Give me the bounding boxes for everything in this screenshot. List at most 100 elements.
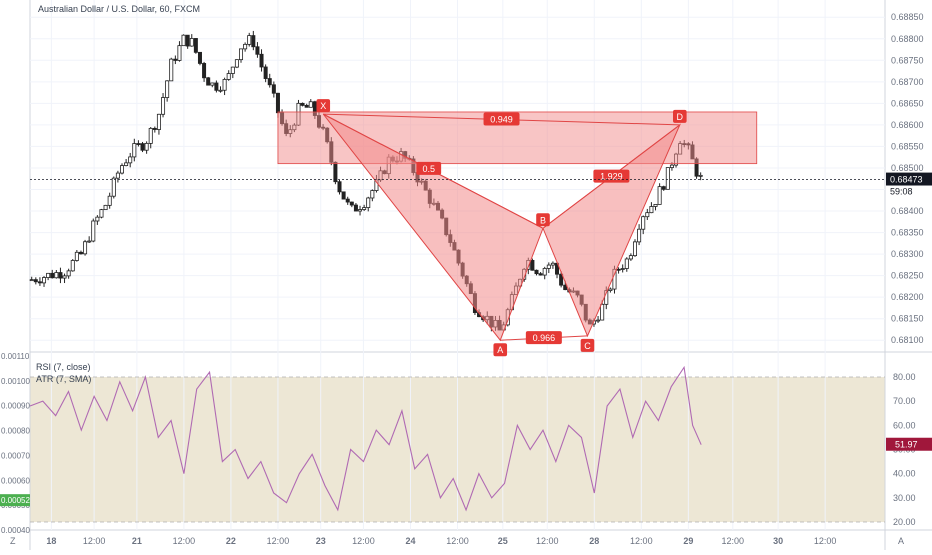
price-tick-label: 0.68200: [891, 292, 924, 302]
rsi-legend[interactable]: RSI (7, close): [36, 362, 91, 372]
candle-body: [300, 102, 305, 106]
time-tick-label: 30: [773, 536, 783, 546]
candle-body: [546, 264, 551, 269]
candle-body: [111, 177, 116, 197]
candle-body: [87, 240, 92, 243]
candle-body: [173, 58, 178, 61]
pattern-point-c-bg: [580, 338, 595, 352]
candle-body: [66, 270, 71, 277]
rsi-axis-tick: 20.00: [893, 517, 916, 527]
atr-axis-tick: 0.00100: [1, 377, 30, 386]
rsi-axis-tick: 70.00: [893, 396, 916, 406]
symbol-title[interactable]: Australian Dollar / U.S. Dollar, 60, FXC…: [38, 4, 200, 14]
candle-body: [62, 275, 67, 279]
time-tick-label: 12:00: [83, 536, 106, 546]
rsi-value-badge: [886, 437, 932, 451]
axis-layer: 0.68850 0.68800 0.68750 0.68700 0.68650 0.686…: [0, 12, 932, 546]
time-tick-label: 12:00: [536, 536, 559, 546]
candle-body: [637, 228, 642, 243]
candle-body: [624, 258, 629, 269]
atr-value-label: 0.00052: [1, 496, 30, 505]
pattern-ratio-x-b-bg: [416, 161, 442, 175]
rsi-axis-tick: 40.00: [893, 469, 916, 479]
candle-body: [370, 190, 375, 199]
candle-body: [542, 268, 547, 276]
candle-body: [559, 273, 564, 286]
candle-body: [632, 241, 637, 257]
candle-body: [362, 207, 367, 210]
time-tick-label: 24: [405, 536, 415, 546]
harmonic-pattern[interactable]: X A B C D 0.949 0.5 0.966 1.929: [277, 99, 758, 357]
pattern-ratio-x-d: 0.949: [490, 115, 513, 125]
time-tick-label: 28: [589, 536, 599, 546]
time-tick-label: 12:00: [352, 536, 375, 546]
candle-body: [193, 38, 198, 53]
candle-body: [70, 260, 75, 272]
candle-body: [136, 143, 141, 145]
price-tick-label: 0.68700: [891, 77, 924, 87]
candle-body: [243, 43, 248, 50]
atr-axis-tick: 0.00090: [1, 402, 30, 411]
candle-body: [181, 34, 186, 47]
candle-body: [538, 273, 543, 276]
candle-body: [239, 48, 244, 61]
atr-legend[interactable]: ATR (7, SMA): [36, 374, 91, 384]
candle-body: [641, 216, 646, 230]
pattern-point-b: B: [540, 215, 546, 225]
candle-body: [156, 113, 161, 130]
price-tick-label: 0.68300: [891, 249, 924, 259]
candle-body: [177, 45, 182, 61]
candle-body: [649, 206, 654, 214]
candle-body: [197, 51, 202, 64]
pattern-ratio-a-c-bg: [525, 331, 562, 345]
price-tick-label: 0.68550: [891, 141, 924, 151]
candle-body: [234, 59, 239, 68]
candle-body: [206, 77, 211, 86]
candle-body: [600, 303, 605, 321]
candle-body: [534, 269, 539, 275]
candle-body: [33, 279, 38, 283]
price-tick-label: 0.68500: [891, 163, 924, 173]
time-tick-label: 22: [226, 536, 236, 546]
pattern-ratio-b-d: 1.929: [600, 172, 623, 182]
candle-body: [255, 46, 260, 55]
candle-body: [214, 82, 219, 91]
candle-body: [74, 251, 79, 261]
candle-body: [99, 209, 104, 218]
candle-body: [54, 272, 59, 279]
candle-body: [107, 195, 112, 206]
candle-body: [128, 156, 133, 164]
candle-body: [353, 204, 358, 212]
pattern-point-b-bg: [536, 213, 550, 227]
candle-body: [267, 78, 272, 86]
time-tick-label: 29: [683, 536, 693, 546]
price-tick-label: 0.68350: [891, 228, 924, 238]
candle-body: [189, 38, 194, 47]
price-tick-label: 0.68150: [891, 314, 924, 324]
time-tick-label: 12:00: [267, 536, 290, 546]
candle-body: [628, 255, 633, 260]
candle-body: [50, 272, 55, 279]
time-tick-label: 25: [498, 536, 508, 546]
time-tick-label: 12:00: [630, 536, 653, 546]
candle-body: [103, 204, 108, 211]
candle-body: [358, 209, 363, 212]
atr-axis-tick: 0.00110: [1, 352, 30, 361]
candle-body: [653, 203, 658, 207]
candle-body: [42, 277, 47, 284]
price-tick-label: 0.68400: [891, 206, 924, 216]
price-tick-label: 0.68850: [891, 12, 924, 22]
rsi-layer: [29, 365, 885, 523]
candle-body: [169, 58, 174, 82]
candle-body: [119, 165, 124, 174]
candle-body: [218, 89, 223, 92]
pattern-point-a: A: [497, 345, 503, 355]
candle-body: [333, 161, 338, 183]
candle-body: [263, 66, 268, 79]
candle-body: [608, 288, 613, 291]
countdown-badge: [886, 185, 932, 198]
candle-body: [349, 201, 354, 206]
candle-body: [148, 127, 153, 144]
